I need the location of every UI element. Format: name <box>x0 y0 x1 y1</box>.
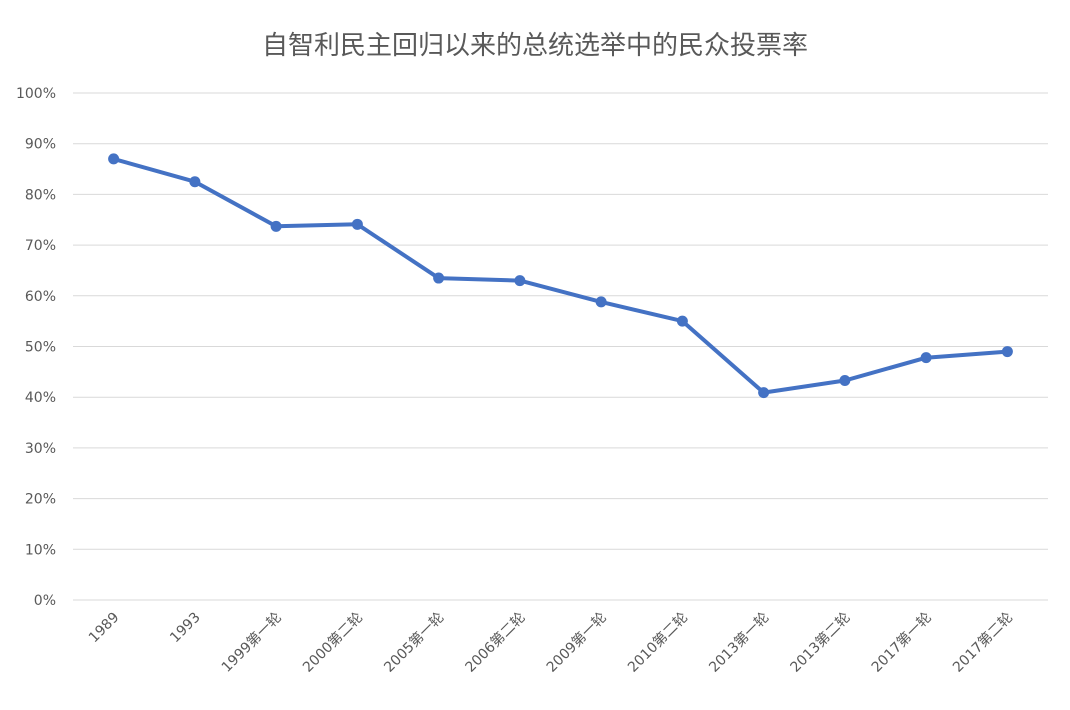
y-tick-label: 90% <box>25 137 56 153</box>
series-layer <box>108 153 1013 399</box>
y-tick-label: 20% <box>25 492 56 508</box>
y-tick-label: 80% <box>25 187 56 203</box>
y-tick-label: 30% <box>25 441 56 457</box>
data-point <box>108 153 120 165</box>
x-tick-label: 1993 <box>167 610 204 647</box>
data-point <box>676 315 688 327</box>
y-tick-label: 70% <box>25 238 56 254</box>
data-point <box>1001 346 1013 358</box>
y-tick-label: 10% <box>25 542 56 558</box>
x-tick-label: 2013第二轮 <box>787 609 854 676</box>
x-tick-label: 1999第一轮 <box>218 609 285 676</box>
chart-title: 自智利民主回归以来的总统选举中的民众投票率 <box>262 31 808 61</box>
data-point <box>270 220 282 232</box>
x-tick-label: 2013第一轮 <box>706 609 773 676</box>
x-tick-label: 2017第一轮 <box>868 609 935 676</box>
data-point <box>920 352 932 364</box>
x-tick-label: 2006第二轮 <box>462 609 529 676</box>
y-axis-ticks: 0% 10% 20% 30% 40% 50% 60% 70% 80% 90% 100% <box>16 86 56 609</box>
y-tick-label: 40% <box>25 390 56 406</box>
series-line <box>111 156 1010 395</box>
x-tick-label: 2017第二轮 <box>949 609 1016 676</box>
data-point <box>514 275 526 287</box>
data-point <box>595 296 607 308</box>
y-tick-label: 60% <box>25 289 56 305</box>
data-point <box>839 374 851 386</box>
y-tick-label: 0% <box>34 593 56 609</box>
data-point <box>351 218 363 230</box>
y-tick-label: 100% <box>16 86 56 102</box>
x-axis-ticks: 1989 1993 1999第一轮 2000第二轮 2005第一轮 2006第二轮 2009… <box>86 609 1016 676</box>
data-point <box>189 176 201 188</box>
data-point <box>433 272 445 284</box>
y-tick-label: 50% <box>25 340 56 356</box>
data-point <box>758 387 770 399</box>
x-tick-label: 2010第二轮 <box>624 609 691 676</box>
x-tick-label: 2005第一轮 <box>381 609 448 676</box>
x-tick-label: 2000第二轮 <box>299 609 366 676</box>
x-tick-label: 2009第一轮 <box>543 609 610 676</box>
gridlines <box>73 92 1048 601</box>
x-tick-label: 1989 <box>86 610 123 647</box>
